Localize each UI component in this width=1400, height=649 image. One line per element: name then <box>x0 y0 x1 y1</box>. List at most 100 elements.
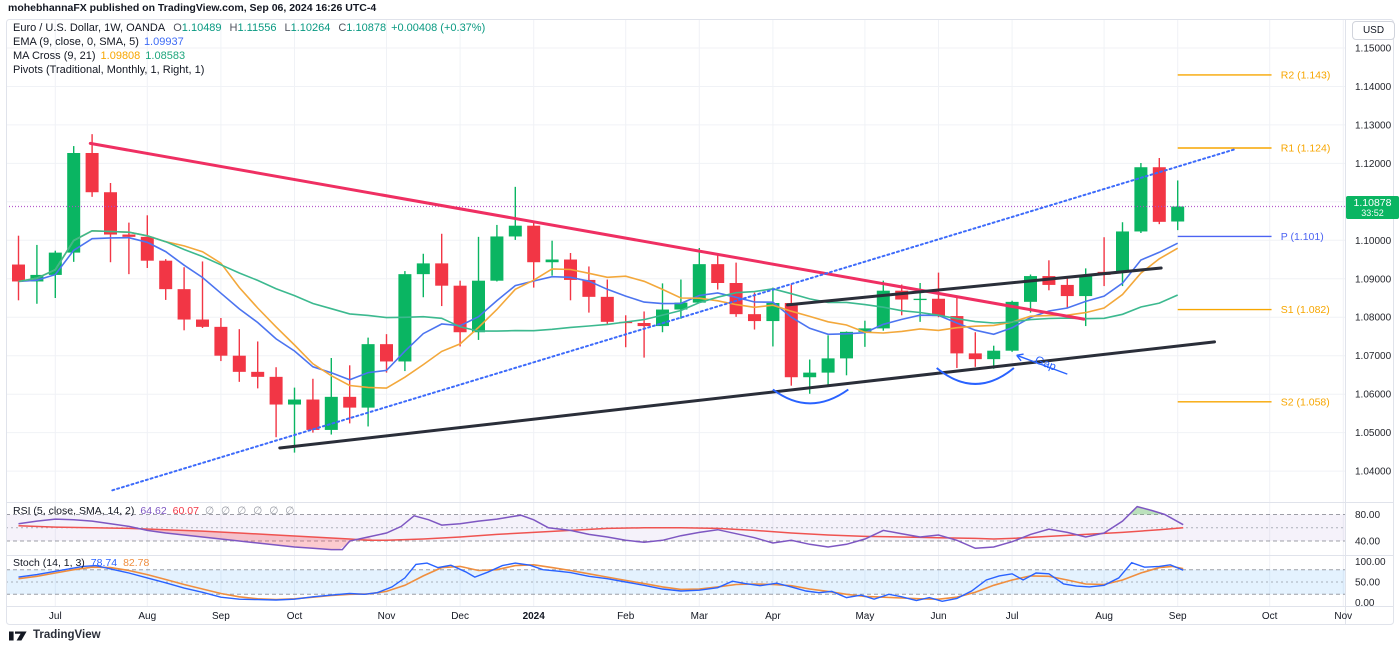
time-tick-label: Aug <box>138 611 156 622</box>
stoch-k-line <box>18 561 1184 603</box>
last-price-value: 1.10878 <box>1353 197 1392 209</box>
candle-body <box>766 302 780 322</box>
axis-labels: 1.150001.140001.130001.120001.110001.100… <box>49 43 1392 622</box>
time-tick-label: Mar <box>691 611 709 622</box>
candle-body <box>711 264 725 283</box>
pivot-label: S1 (1.082) <box>1281 304 1330 316</box>
candle-body <box>674 302 688 310</box>
sma9-line <box>18 229 1179 389</box>
time-tick-label: Sep <box>1169 611 1187 622</box>
price-tick-label: 1.14000 <box>1355 82 1392 93</box>
last-price-badge[interactable]: 1.10878 33:52 <box>1346 196 1399 219</box>
candle-body <box>159 260 173 290</box>
candle-body <box>932 298 945 317</box>
gap-arrow[interactable] <box>1016 354 1068 375</box>
ma-cross-label: MA Cross (9, 21) <box>13 50 96 62</box>
time-tick-label: Jul <box>1006 611 1019 622</box>
sma21-line <box>18 229 1179 332</box>
open-label: O <box>173 22 182 34</box>
pivot-label: R1 (1.124) <box>1281 142 1331 154</box>
stoch-tick-label: 100.00 <box>1355 557 1386 568</box>
rsi-label: RSI (5, close, SMA, 14, 2) <box>13 505 135 517</box>
low-value: 1.10264 <box>290 22 331 34</box>
channel-upper-line[interactable] <box>786 266 1163 307</box>
legend-main: Euro / U.S. Dollar, 1W, OANDA O1.10489 H… <box>13 21 485 77</box>
rsi-line <box>18 505 1184 551</box>
price-tick-label: 1.05000 <box>1355 428 1392 439</box>
candle-body <box>251 371 265 377</box>
indicator-bands <box>6 514 1346 595</box>
candle-body <box>177 289 191 320</box>
candle-body <box>288 399 301 405</box>
high-value: 1.11556 <box>237 22 277 34</box>
arc-annotation[interactable] <box>936 367 1015 385</box>
ema9-line <box>18 236 1179 381</box>
ma-cross-indicator-row[interactable]: MA Cross (9, 21) 1.09808 1.08583 <box>13 49 485 63</box>
open-value: 1.10489 <box>181 22 222 34</box>
ascending-dotted-line[interactable] <box>111 147 1238 492</box>
gap-label[interactable]: Gap <box>1033 354 1058 373</box>
pivot-label: S2 (1.058) <box>1281 396 1330 408</box>
time-tick-label: Feb <box>617 611 635 622</box>
rsi-value: 64.62 <box>140 505 167 517</box>
time-tick-label: Sep <box>212 611 230 622</box>
candle-body <box>196 319 209 327</box>
currency-toggle-button[interactable]: USD <box>1352 21 1395 40</box>
time-axis[interactable] <box>6 607 1345 625</box>
price-tick-label: 1.08000 <box>1355 313 1392 324</box>
frame <box>6 19 1394 625</box>
candle-body <box>748 314 761 322</box>
stoch-tick-label: 0.00 <box>1355 598 1375 609</box>
candle-body <box>306 399 320 430</box>
time-tick-label: 2024 <box>523 611 546 622</box>
stoch-tick-label: 50.00 <box>1355 578 1380 589</box>
rsi-legend-row[interactable]: RSI (5, close, SMA, 14, 2) 64.62 60.07 ∅… <box>13 505 296 517</box>
candle-body <box>545 259 559 263</box>
time-tick-label: Jun <box>930 611 946 622</box>
candle-body <box>692 264 706 303</box>
rsi-empty-values: ∅ ∅ ∅ ∅ ∅ ∅ <box>204 505 297 517</box>
candle-body <box>232 355 246 372</box>
candle-body <box>380 344 393 362</box>
tradingview-attribution[interactable]: TradingView <box>9 628 101 641</box>
candle-body <box>637 322 651 327</box>
candle-body <box>582 279 596 297</box>
time-tick-label: Oct <box>287 611 303 622</box>
candle-body <box>269 376 283 405</box>
descending-resistance-line[interactable] <box>88 141 1086 321</box>
price-tick-label: 1.10000 <box>1355 236 1392 247</box>
candle-body <box>140 236 154 261</box>
price-pane: R2 (1.143) R1 (1.124) P (1.101) S1 (1.082) S… <box>6 69 1346 492</box>
candle-body <box>1171 206 1185 222</box>
candle-body <box>821 358 835 373</box>
candle-body <box>950 316 964 354</box>
time-tick-label: Nov <box>1334 611 1352 622</box>
candle-body <box>1005 301 1019 351</box>
candle-body <box>122 234 136 237</box>
candle-body <box>490 236 504 281</box>
ema-value: 1.09937 <box>143 36 184 48</box>
ema-indicator-row[interactable]: EMA (9, close, 0, SMA, 5) 1.09937 <box>13 35 485 49</box>
long-support-line[interactable] <box>278 340 1216 450</box>
time-tick-label: Dec <box>451 611 469 622</box>
candle-body <box>840 331 853 359</box>
tradingview-logo-icon <box>9 631 27 641</box>
candle-body <box>435 263 449 286</box>
rsi-ma-value: 60.07 <box>172 505 199 517</box>
price-tick-label: 1.12000 <box>1355 159 1392 170</box>
arc-annotation[interactable] <box>772 388 849 405</box>
symbol-row[interactable]: Euro / U.S. Dollar, 1W, OANDA O1.10489 H… <box>13 21 485 35</box>
low-label: L <box>284 22 291 34</box>
time-tick-label: Aug <box>1095 611 1113 622</box>
candle-body <box>361 344 375 408</box>
stoch-pane <box>18 561 1184 603</box>
price-axis[interactable] <box>1346 19 1394 625</box>
pivots-indicator-row[interactable]: Pivots (Traditional, Monthly, 1, Right, … <box>13 63 485 77</box>
candle-body <box>729 282 743 315</box>
pivot-levels: R2 (1.143) R1 (1.124) P (1.101) S1 (1.082) S… <box>1177 69 1331 408</box>
stoch-legend-row[interactable]: Stoch (14, 1, 3) 78.74 82.78 <box>13 557 149 569</box>
tradingview-brand-text: TradingView <box>33 628 101 641</box>
close-value: 1.10878 <box>346 22 387 34</box>
